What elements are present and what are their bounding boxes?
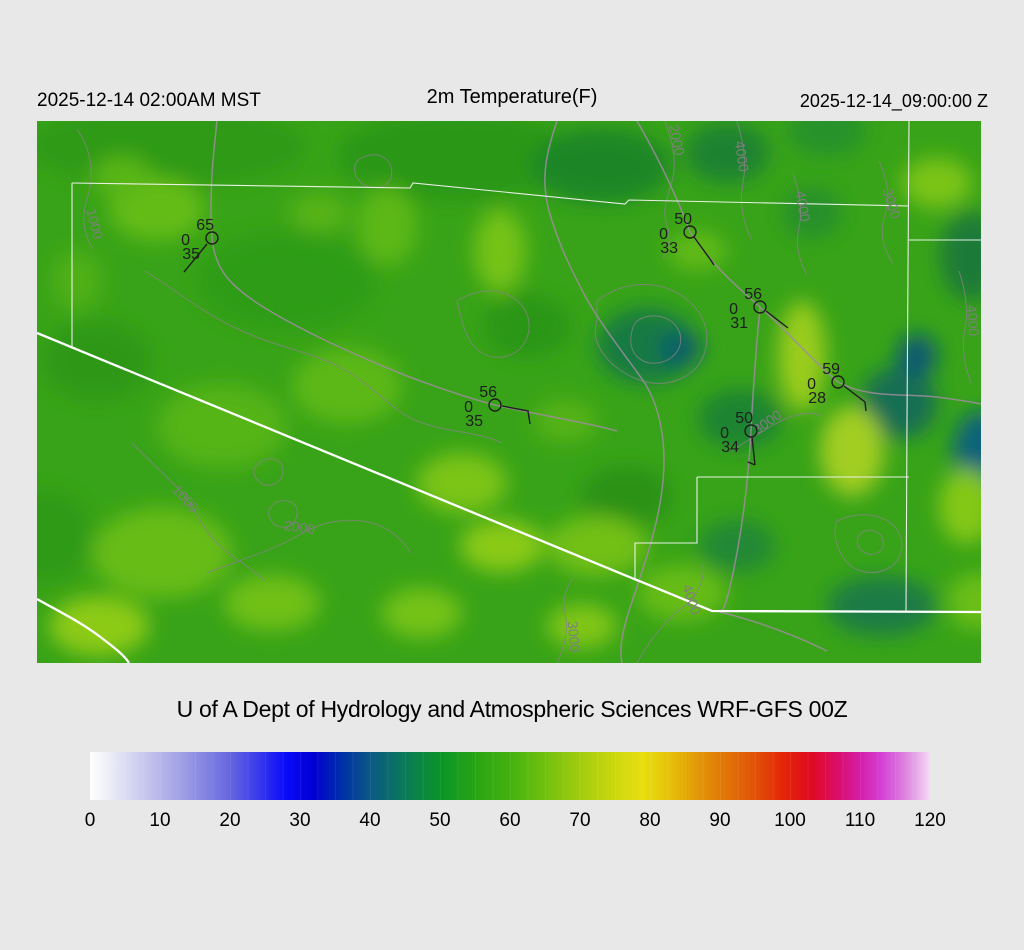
station-circle (205, 231, 219, 245)
colorbar-tick-label: 10 (149, 810, 171, 831)
contour-elevation-label: 4000 (792, 189, 813, 223)
wind-barb (765, 310, 789, 329)
colorbar-gradient (90, 752, 930, 800)
elevation-contours (76, 121, 972, 663)
wind-barb-tick (747, 461, 756, 466)
station-plot: 65 035 (181, 217, 219, 273)
wind-barb (693, 236, 711, 260)
colorbar-tick-label: 60 (499, 810, 521, 831)
station-dewpoint-value: 35 (182, 246, 200, 263)
colorbar-tick-label: 0 (84, 810, 96, 831)
station-center-left-value: 0 (807, 376, 816, 393)
station-temperature-value: 65 (196, 217, 214, 234)
station-temperature-value: 50 (674, 211, 692, 228)
colorbar-tick-label: 90 (709, 810, 731, 831)
station-circle (753, 300, 767, 314)
forecast-map: 1000 1000 2000 2000 4000 4000 3000 4000 3000 4000… (37, 121, 981, 663)
valid-time-local: 2025-12-14 02:00AM MST (37, 90, 261, 111)
station-plot: 50 033 (659, 211, 715, 266)
station-temperature-value: 56 (479, 384, 497, 401)
station-dewpoint-value: 33 (660, 240, 678, 257)
valid-time-utc: 2025-12-14_09:00:00 Z (799, 91, 988, 111)
road-river-lines (210, 121, 981, 663)
station-center-left-value: 0 (181, 232, 190, 249)
contour-elevation-label: 4000 (964, 304, 981, 337)
temperature-shading-blobs (37, 121, 981, 656)
wind-barb (751, 436, 756, 466)
international-border (37, 331, 981, 663)
station-circle (488, 398, 502, 412)
station-temperature-value: 50 (735, 410, 753, 427)
colorbar-tick-labels: 0 10 20 30 40 50 60 70 80 90 100 110 120 (85, 810, 946, 836)
station-plot: 56 035 (464, 384, 531, 430)
wind-barb-tick (864, 401, 867, 412)
contour-elevation-label: 2000 (666, 123, 688, 157)
colorbar-tick-label: 30 (289, 810, 311, 831)
wind-barb (501, 405, 531, 425)
station-circle (831, 375, 845, 389)
station-dewpoint-value: 35 (465, 413, 483, 430)
station-center-left-value: 0 (464, 399, 473, 416)
station-plot: 50 034 (720, 410, 758, 466)
station-dewpoint-value: 34 (721, 439, 739, 456)
station-plot: 56 031 (729, 286, 789, 332)
colorbar-tick-label: 110 (844, 810, 876, 831)
station-dewpoint-value: 31 (730, 315, 748, 332)
contour-elevation-label: 3000 (565, 620, 584, 653)
colorbar-tick-label: 70 (569, 810, 591, 831)
station-circle (744, 424, 758, 438)
station-temperature-value: 59 (822, 361, 840, 378)
station-plot: 59 028 (807, 361, 867, 412)
wind-barb (843, 385, 866, 403)
wind-barb-tick (709, 258, 715, 266)
station-center-left-value: 0 (659, 226, 668, 243)
contour-elevation-label: 1000 (83, 207, 107, 241)
colorbar-tick-label: 80 (639, 810, 661, 831)
colorbar-tick-label: 120 (914, 810, 946, 831)
colorbar-tick-label: 50 (429, 810, 451, 831)
product-title: 2m Temperature(F) (426, 86, 598, 108)
station-center-left-value: 0 (729, 301, 738, 318)
colorbar-tick-label: 20 (219, 810, 241, 831)
colorbar-tick-label: 40 (359, 810, 381, 831)
contour-elevation-label: 4000 (732, 140, 752, 173)
station-dewpoint-value: 28 (808, 390, 826, 407)
colorbar-tick-label: 100 (774, 810, 806, 831)
credit-title: U of A Dept of Hydrology and Atmospheric… (176, 696, 848, 722)
station-circle (683, 225, 697, 239)
station-center-left-value: 0 (720, 425, 729, 442)
county-boundaries (71, 121, 981, 613)
station-temperature-value: 56 (744, 286, 762, 303)
contour-elevation-label: 2000 (283, 517, 316, 537)
wind-barb (183, 243, 208, 273)
